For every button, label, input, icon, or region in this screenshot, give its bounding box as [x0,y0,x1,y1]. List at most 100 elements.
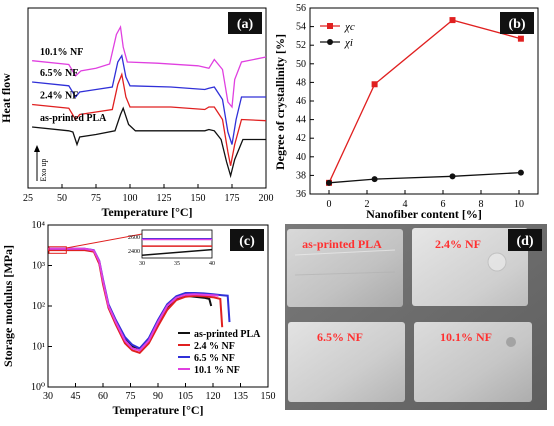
sample-10-1-nf [414,322,532,402]
x-tick-label: 60 [98,391,108,402]
x-tick-label: 50 [57,193,67,204]
panel-a-dsc-chart: 25 50 75 100 125 150 175 200 10.1% NF 6.5% NF 2.4… [0,7,274,219]
exo-up-label: Exo up [39,159,48,182]
legend-label: as-printed PLA [194,329,261,340]
data-point-square [517,35,524,42]
dsc-curve-3 [32,106,266,179]
x-tick-label: 4 [403,199,408,210]
data-point-circle [326,179,332,186]
sample-bubble [487,252,507,272]
y-tick-label: 10² [32,301,45,312]
x-tick-label: 175 [225,193,240,204]
inset-y-tick-label: 2400 [128,249,140,255]
y-tick-label: 10³ [32,261,45,272]
x-tick-label: 10 [514,199,524,210]
inset-line-0 [141,248,213,256]
panel-b-frame [309,7,539,195]
x-tick-label: 75 [91,193,101,204]
panel-c-xlabel: Temperature [°C] [112,403,203,417]
data-point-square [449,17,456,24]
y-tick-label: 56 [296,3,306,14]
zoom-region-box [48,246,67,254]
dsc-series-label: 10.1% NF [40,47,83,58]
legend-label: 6.5 % NF [194,353,235,364]
y-tick-label: 46 [296,96,306,107]
x-tick-label: 200 [259,193,274,204]
exo-up-arrowhead [34,145,40,152]
x-tick-label: 8 [479,199,484,210]
dsc-curve-2 [32,72,267,166]
panel-d-photo: as-printed PLA 2.4% NF 6.5% NF 10.1% NF … [285,224,547,410]
y-tick-label: 48 [296,77,306,88]
photo-label-10-1: 10.1% NF [440,330,492,344]
x-tick-label: 120 [206,391,221,402]
x-tick-label: 150 [261,391,276,402]
x-tick-label: 6 [441,199,446,210]
x-tick-label: 2 [365,199,370,210]
legend-label: χi [344,37,353,49]
x-tick-label: 0 [327,199,332,210]
legend-label: 10.1 % NF [194,365,240,376]
dsc-series-label: 2.4% NF [40,91,78,102]
inset-x-tick-label: 35 [174,261,180,267]
data-point-square [371,81,378,88]
sample-as-printed-pla [287,229,403,307]
legend-label: 2.4 % NF [194,341,235,352]
zoom-connector [66,233,143,249]
panel-d-badge [508,229,542,251]
panel-c-dma-chart: 30 45 60 75 90 105 120 135 150 10⁰ 10¹ 10² 10³ 10⁴ as… [1,220,276,417]
x-tick-label: 125 [157,193,172,204]
y-tick-label: 44 [296,115,306,126]
panel-b-label: (b) [508,17,525,32]
legend-marker [327,39,333,45]
inset-y-tick-label: 2600 [128,235,140,241]
x-tick-label: 90 [153,391,163,402]
x-tick-label: 135 [233,391,248,402]
sample-6-5-nf [288,322,405,402]
y-tick-label: 10¹ [32,342,45,353]
crystallinity-line-1 [328,171,521,184]
sample-2-4-nf [412,228,528,306]
panel-c-badge [230,229,264,251]
panel-a-badge [228,12,262,34]
panel-a-ylabel: Heat flow [0,73,13,123]
panel-c-label: (c) [239,234,255,249]
panel-b-ylabel: Degree of crystallinity [%] [273,34,287,170]
x-tick-label: 30 [43,391,53,402]
x-tick-label: 75 [126,391,136,402]
panel-c-ylabel: Storage modulus [MPa] [1,245,15,367]
panel-a-xlabel: Temperature [°C] [101,205,192,219]
data-point-circle [517,169,524,176]
data-point-circle [449,173,456,180]
inset-x-tick-label: 30 [139,261,145,267]
dsc-series-label: 6.5% NF [40,68,78,79]
inset-frame [141,229,213,259]
dsc-curve-0 [32,24,267,109]
x-tick-label: 150 [191,193,206,204]
x-tick-label: 100 [123,193,138,204]
panel-d-label: (d) [516,234,533,249]
photo-label-2-4: 2.4% NF [435,237,481,251]
x-tick-label: 45 [71,391,81,402]
y-tick-label: 54 [296,22,306,33]
y-tick-label: 40 [296,152,306,163]
y-tick-label: 50 [296,59,306,70]
y-tick-label: 36 [296,189,306,200]
inset-x-tick-label: 40 [209,261,215,267]
photo-label-6-5: 6.5% NF [317,330,363,344]
data-point-circle [371,176,378,183]
photo-label-as-printed: as-printed PLA [302,237,382,251]
crystallinity-line-0 [328,19,522,184]
dsc-series-label: as-printed PLA [40,113,107,124]
sample-texture-line [294,271,396,276]
x-tick-label: 105 [178,391,193,402]
panel-a-label: (a) [237,17,254,32]
x-tick-label: 25 [23,193,33,204]
y-tick-label: 38 [296,170,306,181]
panel-a-frame [27,7,267,189]
y-tick-label: 10⁴ [32,220,46,231]
legend-marker [327,23,333,29]
sample-texture-line [294,249,396,256]
